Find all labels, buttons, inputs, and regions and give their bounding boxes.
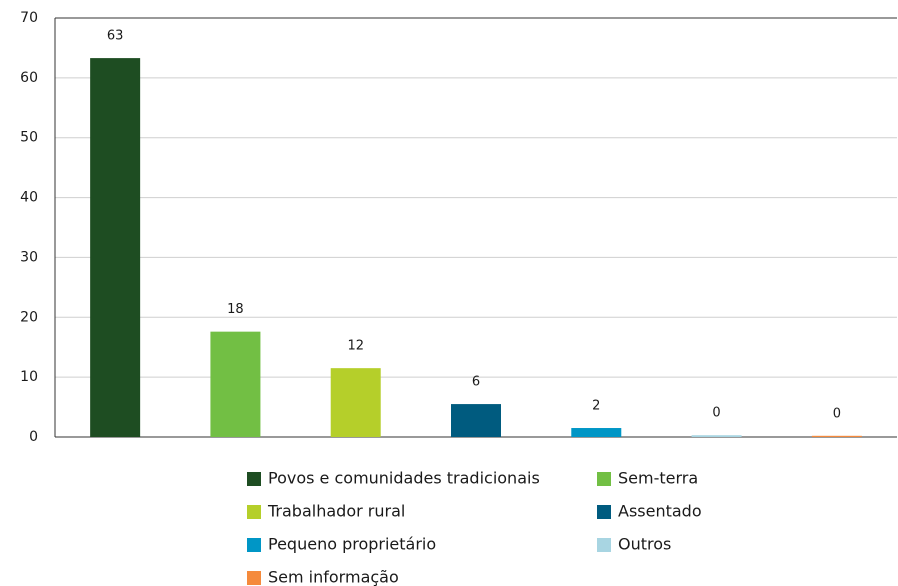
y-tick-label: 70 — [20, 10, 38, 26]
legend-swatch — [247, 538, 261, 552]
bar — [691, 435, 742, 437]
legend-swatch — [247, 472, 261, 486]
value-label: 0 — [712, 406, 720, 421]
legend-label: Assentado — [618, 502, 702, 521]
y-tick-label: 40 — [20, 190, 38, 206]
bar — [210, 331, 261, 437]
value-label: 12 — [347, 339, 364, 354]
y-tick-label: 60 — [20, 70, 38, 86]
legend-swatch — [597, 538, 611, 552]
bar — [90, 58, 141, 438]
legend-swatch — [247, 571, 261, 585]
legend-swatch — [247, 505, 261, 519]
legend-label: Sem informação — [268, 568, 399, 586]
legend-label: Pequeno proprietário — [268, 535, 436, 554]
y-tick-label: 10 — [20, 369, 38, 385]
value-label: 18 — [227, 302, 244, 317]
legend-label: Outros — [618, 535, 671, 554]
y-tick-label: 20 — [20, 309, 38, 325]
legend-swatch — [597, 505, 611, 519]
bar — [811, 435, 862, 437]
y-tick-label: 0 — [29, 429, 38, 445]
value-label: 2 — [592, 399, 600, 414]
legend-label: Sem-terra — [618, 469, 698, 488]
bar — [571, 428, 622, 437]
bar — [330, 368, 381, 437]
legend-swatch — [597, 472, 611, 486]
value-label: 6 — [472, 375, 480, 390]
value-label: 63 — [107, 29, 124, 44]
legend-label: Trabalhador rural — [267, 502, 405, 521]
y-tick-label: 50 — [20, 130, 38, 146]
value-label: 0 — [833, 406, 841, 421]
legend-label: Povos e comunidades tradicionais — [268, 469, 540, 488]
y-tick-label: 30 — [20, 249, 38, 265]
bar — [451, 404, 501, 437]
